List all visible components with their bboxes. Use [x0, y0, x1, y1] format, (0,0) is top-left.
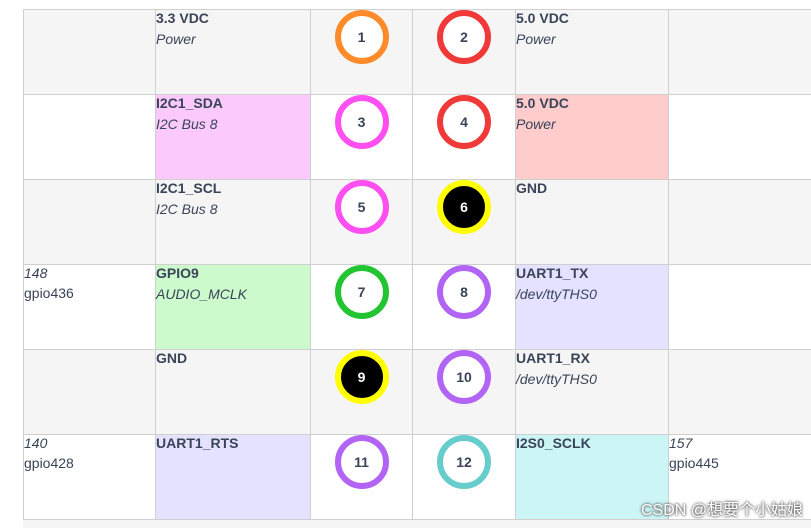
pin-9[interactable]: 9	[335, 350, 389, 404]
left-gpio-number: 148	[24, 265, 155, 281]
left-gpio-cell	[24, 10, 156, 95]
left-gpio-name: gpio436	[24, 285, 155, 301]
left-function-name: 3.3 VDC	[156, 10, 310, 26]
right-function-name: 5.0 VDC	[516, 10, 668, 26]
left-pin-cell: 9	[311, 350, 413, 435]
right-gpio-cell	[669, 350, 811, 435]
pin-5[interactable]: 5	[335, 180, 389, 234]
right-function-cell: GND	[516, 180, 669, 265]
left-pin-cell: 1	[311, 10, 413, 95]
left-function-name: I2C1_SCL	[156, 180, 310, 196]
left-pin-cell: 3	[311, 95, 413, 180]
right-function-cell: UART1_RX/dev/ttyTHS0	[516, 350, 669, 435]
right-function-desc: /dev/ttyTHS0	[516, 286, 668, 302]
pin-12[interactable]: 12	[437, 435, 491, 489]
right-function-name: GND	[516, 180, 668, 196]
right-gpio-cell	[669, 180, 811, 265]
right-function-name: I2S0_SCLK	[516, 435, 668, 451]
pin-3[interactable]: 3	[335, 95, 389, 149]
watermark: CSDN @想要个小姑娘	[641, 496, 803, 520]
right-function-desc: Power	[516, 31, 668, 47]
left-gpio-cell	[24, 180, 156, 265]
left-gpio-cell	[24, 350, 156, 435]
right-function-desc: Power	[516, 116, 668, 132]
right-gpio-cell	[669, 95, 811, 180]
left-pin-cell: 7	[311, 265, 413, 350]
left-function-cell: I2C1_SCL I2C Bus 8	[156, 180, 311, 265]
left-function-desc: I2C Bus 8	[156, 201, 310, 217]
left-function-name: I2C1_SDA	[156, 95, 310, 111]
left-gpio-cell	[24, 95, 156, 180]
left-gpio-number: 140	[24, 435, 155, 451]
right-pin-cell: 4	[413, 95, 516, 180]
left-function-desc: I2C Bus 8	[156, 116, 310, 132]
left-pin-cell: 5	[311, 180, 413, 265]
left-function-cell: I2C1_SDA I2C Bus 8	[156, 95, 311, 180]
right-function-cell: UART1_TX/dev/ttyTHS0	[516, 265, 669, 350]
left-gpio-cell: 140 gpio428	[24, 435, 156, 520]
left-function-desc: Power	[156, 31, 310, 47]
pin-8[interactable]: 8	[437, 265, 491, 319]
pin-1[interactable]: 1	[335, 10, 389, 64]
left-function-name: UART1_RTS	[156, 435, 310, 451]
left-function-cell: GPIO9 AUDIO_MCLK	[156, 265, 311, 350]
left-function-desc: AUDIO_MCLK	[156, 286, 310, 302]
pin-4[interactable]: 4	[437, 95, 491, 149]
right-function-cell: 5.0 VDC Power	[516, 95, 669, 180]
left-function-cell: GND	[156, 350, 311, 435]
right-gpio-name: gpio445	[669, 455, 811, 471]
pin-2[interactable]: 2	[437, 10, 491, 64]
right-function-desc: /dev/ttyTHS0	[516, 371, 668, 387]
left-function-cell: UART1_RTS	[156, 435, 311, 520]
right-pin-cell: 8	[413, 265, 516, 350]
right-pin-cell: 2	[413, 10, 516, 95]
left-gpio-cell: 148 gpio436	[24, 265, 156, 350]
left-gpio-name: gpio428	[24, 455, 155, 471]
pin-11[interactable]: 11	[335, 435, 389, 489]
pin-10[interactable]: 10	[437, 350, 491, 404]
right-function-name: 5.0 VDC	[516, 95, 668, 111]
pin-6[interactable]: 6	[437, 180, 491, 234]
right-function-name: UART1_RX	[516, 350, 668, 366]
right-function-name: UART1_TX	[516, 265, 668, 281]
right-pin-cell: 6	[413, 180, 516, 265]
pin-7[interactable]: 7	[335, 265, 389, 319]
left-function-cell: 3.3 VDC Power	[156, 10, 311, 95]
left-function-name: GND	[156, 350, 310, 366]
right-function-cell: 5.0 VDC Power	[516, 10, 669, 95]
right-pin-cell: 10	[413, 350, 516, 435]
left-pin-cell: 11	[311, 435, 413, 520]
left-function-name: GPIO9	[156, 265, 310, 281]
right-gpio-cell	[669, 265, 811, 350]
pin-row: GND 9 10 UART1_RX/dev/ttyTHS0	[24, 350, 811, 435]
right-pin-cell: 12	[413, 435, 516, 520]
right-gpio-cell	[669, 10, 811, 95]
right-gpio-number: 157	[669, 435, 811, 451]
